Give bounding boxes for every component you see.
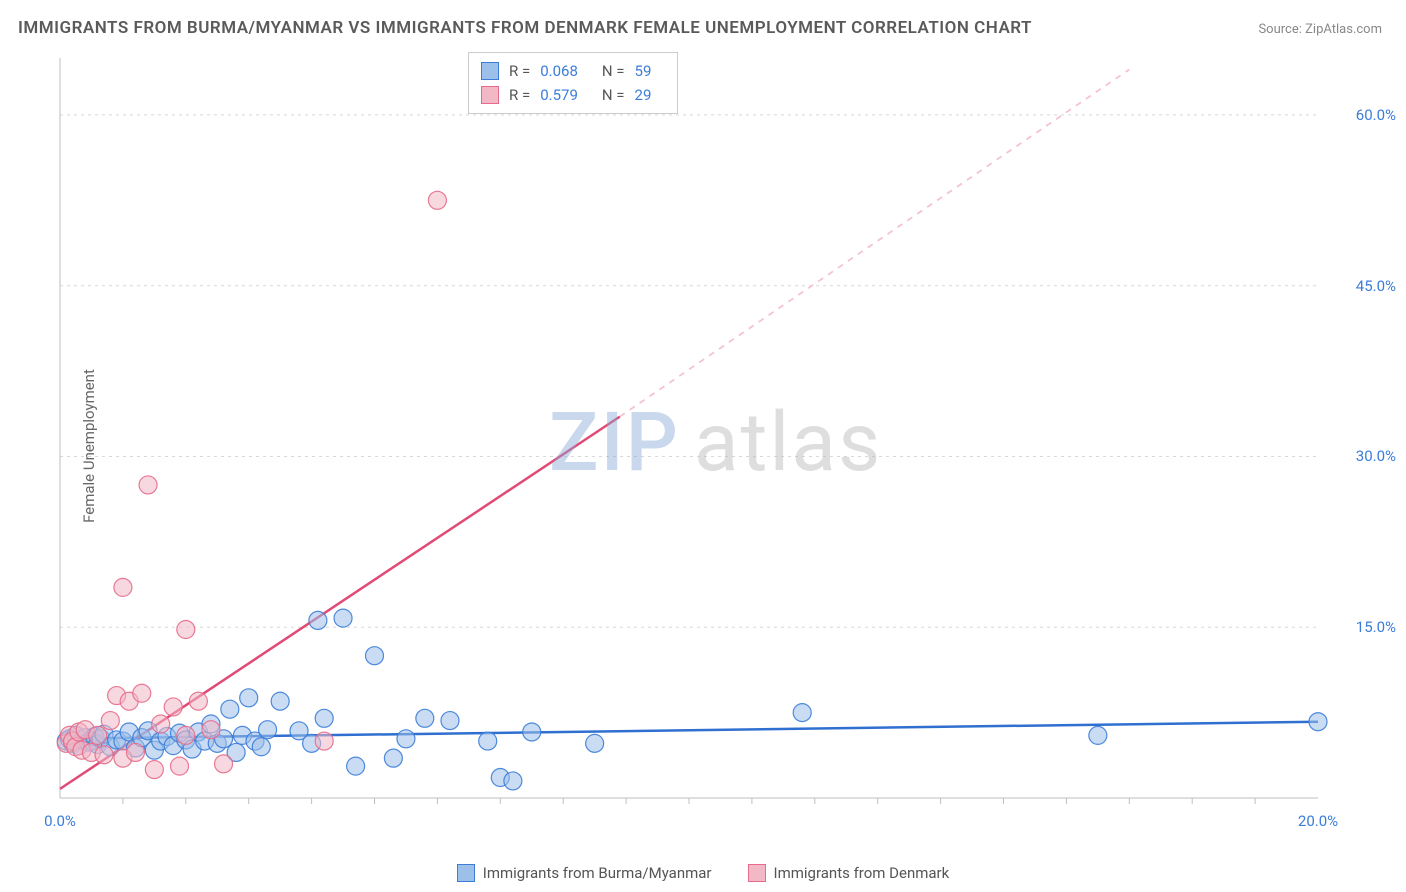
y-tick-label: 60.0% xyxy=(1356,106,1396,124)
n-value-2: 29 xyxy=(635,86,652,104)
bottom-swatch-1 xyxy=(457,864,475,882)
r-value-2: 0.579 xyxy=(540,86,578,104)
bottom-swatch-2 xyxy=(748,864,766,882)
source-value: ZipAtlas.com xyxy=(1305,22,1382,37)
source-attribution: Source: ZipAtlas.com xyxy=(1258,22,1382,37)
n-value-1: 59 xyxy=(635,62,652,80)
r-value-1: 0.068 xyxy=(540,62,578,80)
legend-swatch-1 xyxy=(481,62,499,80)
scatter-plot-svg xyxy=(50,48,1388,838)
bottom-legend-item-2: Immigrants from Denmark xyxy=(748,864,950,882)
n-label: N = xyxy=(602,86,625,104)
legend-row-series-2: R = 0.579 N = 29 xyxy=(481,83,665,107)
y-tick-label: 30.0% xyxy=(1356,447,1396,465)
r-label: R = xyxy=(509,62,530,80)
bottom-legend-item-1: Immigrants from Burma/Myanmar xyxy=(457,864,712,882)
bottom-label-1: Immigrants from Burma/Myanmar xyxy=(483,864,712,882)
correlation-legend: R = 0.068 N = 59 R = 0.579 N = 29 xyxy=(468,52,678,114)
legend-row-series-1: R = 0.068 N = 59 xyxy=(481,59,665,83)
bottom-label-2: Immigrants from Denmark xyxy=(774,864,950,882)
legend-swatch-2 xyxy=(481,86,499,104)
source-label: Source: xyxy=(1258,22,1301,37)
chart-title: IMMIGRANTS FROM BURMA/MYANMAR VS IMMIGRA… xyxy=(18,18,1032,38)
chart-area: ZIP atlas xyxy=(50,48,1388,838)
y-tick-label: 15.0% xyxy=(1356,618,1396,636)
r-label: R = xyxy=(509,86,530,104)
y-tick-label: 45.0% xyxy=(1356,277,1396,295)
x-tick-label: 20.0% xyxy=(1298,812,1338,830)
x-tick-label: 0.0% xyxy=(44,812,76,830)
bottom-legend: Immigrants from Burma/Myanmar Immigrants… xyxy=(0,864,1406,882)
n-label: N = xyxy=(602,62,625,80)
